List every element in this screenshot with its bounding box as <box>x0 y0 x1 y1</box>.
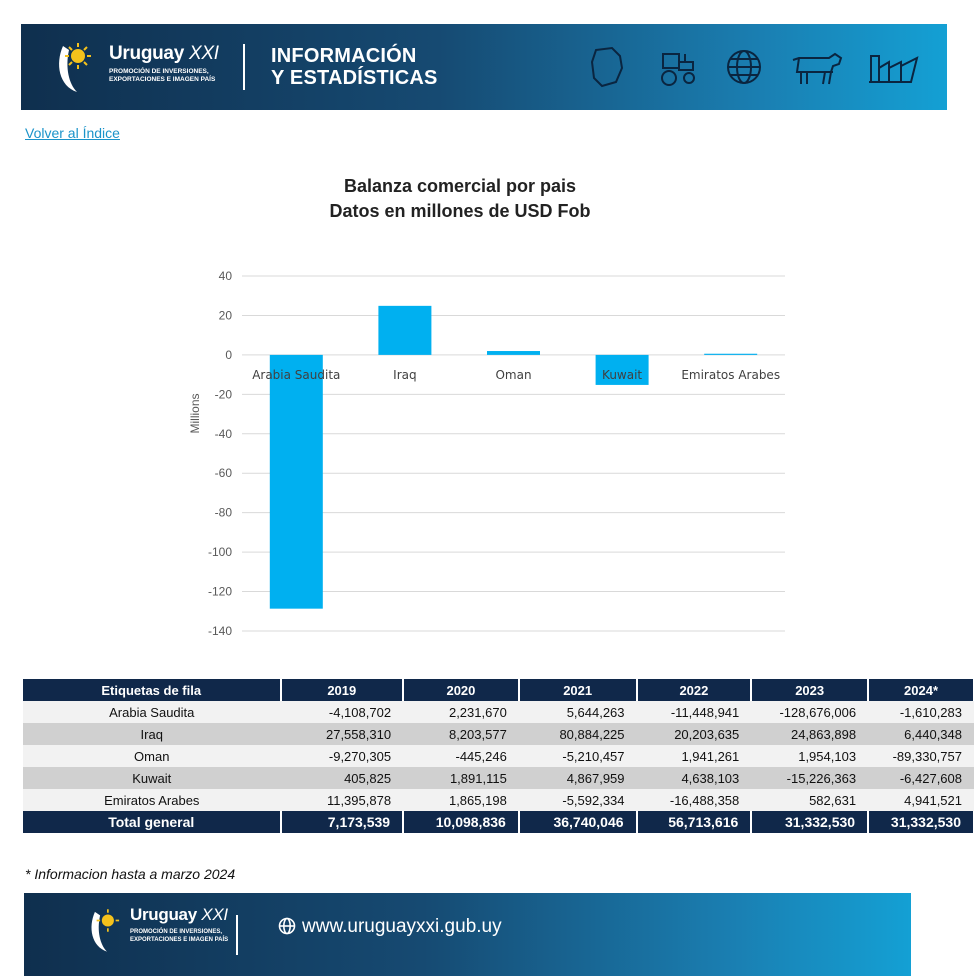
column-header: 2022 <box>636 679 753 701</box>
column-header: 2019 <box>280 679 405 701</box>
bar <box>595 354 649 385</box>
table-header-row: Etiquetas de fila 2019 2020 2021 2022 20… <box>23 679 975 701</box>
y-axis-label: Millions <box>188 393 202 433</box>
website-url[interactable]: www.uruguayxxi.gub.uy <box>302 916 502 937</box>
y-tick-label: -140 <box>208 624 232 638</box>
table-row: Arabia Saudita -4,108,702 2,231,670 5,644,2… <box>23 701 974 723</box>
x-category-label: Iraq <box>393 368 416 382</box>
table-row: Oman -9,270,305 -445,246 -5,210,457 1,941,26… <box>23 745 974 767</box>
y-tick-label: -120 <box>208 585 232 599</box>
x-category-label: Kuwait <box>602 368 642 382</box>
header-banner: Uruguay XXI PROMOCIÓN DE INVERSIONES, EX… <box>21 24 947 110</box>
column-header: 2024* <box>868 679 975 701</box>
footer-banner: Uruguay XXI PROMOCIÓN DE INVERSIONES, EX… <box>24 893 911 976</box>
chart-title: Balanza comercial por pais <box>343 176 577 196</box>
footnote: * Informacion hasta a marzo 2024 <box>25 866 236 882</box>
x-category-label: Emiratos Arabes <box>681 368 780 382</box>
tractor-icon <box>661 53 695 86</box>
sun-logo-icon <box>59 43 91 92</box>
bar-chart: 40 20 0 -20 -40 -60 -80 -100 -120 -140 Millions Ara… <box>188 269 785 638</box>
table-row: Emiratos Arabes 11,395,878 1,865,198 -5,592… <box>23 789 974 811</box>
bar <box>704 353 758 355</box>
globe-icon <box>727 50 761 84</box>
table-row: Kuwait 405,825 1,891,115 4,867,959 4,638,103… <box>23 767 974 789</box>
x-category-label: Arabia Saudita <box>252 368 340 382</box>
column-header: 2023 <box>751 679 870 701</box>
table-row: Iraq 27,558,310 8,203,577 80,884,225 20,203,… <box>23 723 974 745</box>
y-tick-label: -60 <box>215 466 233 480</box>
globe-icon <box>278 917 296 935</box>
table-total-row: Total general 7,173,539 10,098,836 36,740,0… <box>23 811 975 833</box>
y-tick-label: 20 <box>219 308 233 322</box>
footer-divider <box>236 915 238 955</box>
y-tick-label: -20 <box>215 387 233 401</box>
header-divider <box>243 44 245 90</box>
y-tick-label: 40 <box>219 269 233 283</box>
column-header: 2021 <box>518 679 638 701</box>
footer-brand-tagline: PROMOCIÓN DE INVERSIONES, EXPORTACIONES … <box>130 929 229 943</box>
brand-name: Uruguay XXI <box>109 43 219 64</box>
uruguay-map-icon <box>590 46 624 88</box>
y-tick-label: -80 <box>215 506 233 520</box>
footer-brand-block: Uruguay XXI PROMOCIÓN DE INVERSIONES, EX… <box>130 905 228 944</box>
bar <box>378 305 432 355</box>
footer-brand-name: Uruguay XXI <box>130 905 228 924</box>
y-tick-label: -100 <box>208 545 232 559</box>
sun-logo-icon <box>91 909 120 952</box>
brand-tagline: PROMOCIÓN DE INVERSIONES, EXPORTACIONES … <box>109 68 216 83</box>
x-category-label: Oman <box>495 368 531 382</box>
y-tick-label: 0 <box>225 348 232 362</box>
back-to-index-link[interactable]: Volver al Índice <box>25 125 120 141</box>
column-header: 2020 <box>403 679 520 701</box>
bar <box>487 351 540 355</box>
column-header: Etiquetas de fila <box>23 679 282 701</box>
section-title: INFORMACIÓN Y ESTADÍSTICAS <box>271 45 438 89</box>
chart-subtitle: Datos en millones de USD Fob <box>329 201 591 221</box>
cow-icon <box>792 52 843 85</box>
pivot-table: Etiquetas de fila 2019 2020 2021 2022 20… <box>23 679 975 833</box>
factory-icon <box>869 55 919 83</box>
bar <box>269 354 323 609</box>
y-tick-label: -40 <box>215 427 233 441</box>
brand-block: Uruguay XXI PROMOCIÓN DE INVERSIONES, EX… <box>109 43 219 84</box>
